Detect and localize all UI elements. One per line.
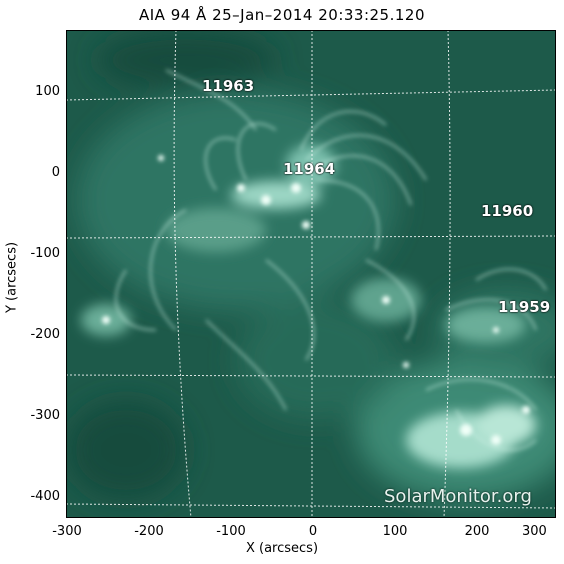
y-axis-label: Y (arcsecs) (4, 241, 20, 314)
region-label-11964: 11964 (283, 160, 336, 178)
x-axis-label: X (arcsecs) (245, 541, 319, 556)
y-tick-label: 100 (35, 84, 60, 99)
credit-watermark: SolarMonitor.org (384, 486, 532, 507)
y-tick-label: 0 (51, 165, 60, 180)
y-tick-label: -300 (30, 408, 60, 423)
x-tick-label: 100 (382, 524, 408, 539)
x-tick-label: -300 (52, 524, 82, 539)
x-tick-label: 300 (522, 524, 547, 539)
x-tick-label: 200 (464, 524, 490, 539)
region-label-11959: 11959 (498, 298, 551, 316)
solar-image (65, 29, 564, 519)
region-label-11960: 11960 (481, 202, 534, 220)
y-tick-label: -100 (30, 246, 60, 261)
region-label-11963: 11963 (202, 77, 255, 95)
x-tick-label: 0 (308, 524, 318, 539)
y-tick-label: -200 (30, 327, 60, 342)
x-tick-label: -200 (134, 524, 164, 539)
y-tick-label: -400 (30, 489, 60, 504)
image-title: AIA 94 Å 25–Jan–2014 20:33:25.120 (138, 6, 426, 24)
x-tick-label: -100 (216, 524, 246, 539)
